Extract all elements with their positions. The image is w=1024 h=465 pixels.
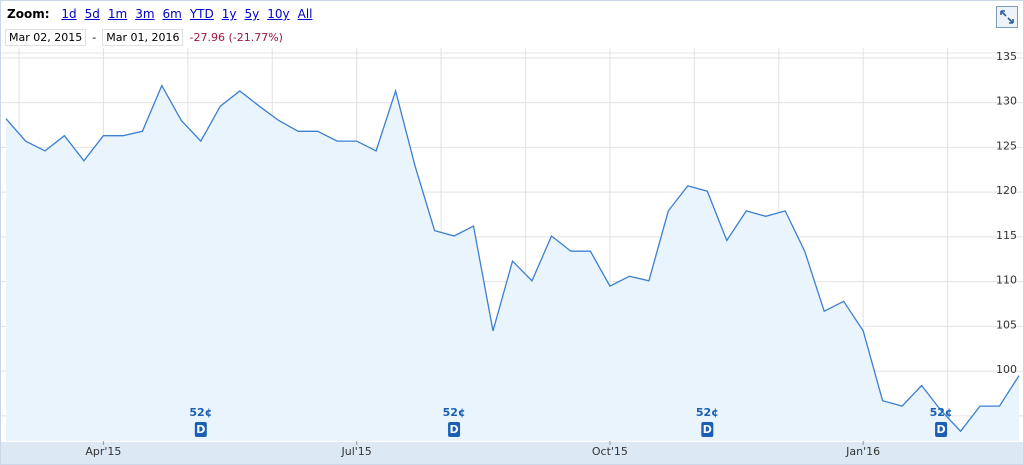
- zoom-link[interactable]: 1d: [61, 7, 77, 21]
- end-date[interactable]: Mar 01, 2016: [102, 29, 184, 46]
- zoom-link[interactable]: 5d: [84, 7, 100, 21]
- date-range: Mar 02, 2015 - Mar 01, 2016 -27.96 (-21.…: [5, 29, 283, 46]
- y-tick-label: 130: [996, 95, 1017, 108]
- dividend-icon: D: [703, 423, 712, 436]
- y-tick-label: 125: [996, 139, 1017, 152]
- y-tick-label: 120: [996, 184, 1017, 197]
- x-tick-label: Apr'15: [85, 445, 121, 458]
- expand-icon: [1000, 10, 1014, 24]
- dividend-flag: [194, 422, 207, 437]
- dividend-icon: D: [937, 423, 946, 436]
- x-tick-label: Oct'15: [592, 445, 628, 458]
- separator: -: [92, 31, 97, 44]
- dividend-label: 52¢: [696, 406, 719, 419]
- dividend-flag: [935, 422, 948, 437]
- dividend-label: 52¢: [930, 406, 953, 419]
- zoom-label: Zoom:: [7, 7, 50, 21]
- x-tick-label: Jul'15: [341, 445, 372, 458]
- dividend-icon: D: [449, 423, 458, 436]
- zoom-link[interactable]: 1y: [221, 7, 237, 21]
- y-tick-label: 135: [996, 50, 1017, 63]
- zoom-link[interactable]: 5y: [244, 7, 260, 21]
- dividend-label: 52¢: [189, 406, 212, 419]
- start-date[interactable]: Mar 02, 2015: [5, 29, 87, 46]
- zoom-link[interactable]: All: [297, 7, 313, 21]
- dividend-flag: [448, 422, 461, 437]
- zoom-bar: Zoom: 1d 5d 1m 3m 6m YTD 1y 5y 10y All: [7, 7, 321, 21]
- dividend-label: 52¢: [443, 406, 466, 419]
- price-line: [5, 84, 1020, 433]
- y-tick-label: 115: [996, 229, 1017, 242]
- zoom-link[interactable]: 1m: [107, 7, 128, 21]
- dividend-icon: D: [196, 423, 205, 436]
- zoom-link[interactable]: 10y: [267, 7, 290, 21]
- y-tick-label: 105: [996, 318, 1017, 331]
- zoom-link[interactable]: 3m: [135, 7, 155, 21]
- change: -27.96 (-21.77%): [189, 31, 283, 44]
- zoom-link[interactable]: 6m: [162, 7, 182, 21]
- y-tick-label: 100: [996, 363, 1017, 376]
- x-tick-label: Jan'16: [845, 445, 880, 458]
- x-axis-strip: [1, 442, 1023, 464]
- y-tick-label: 110: [996, 274, 1017, 287]
- zoom-link[interactable]: YTD: [189, 7, 214, 21]
- dividend-flag: [701, 422, 714, 437]
- expand-button[interactable]: [996, 6, 1018, 28]
